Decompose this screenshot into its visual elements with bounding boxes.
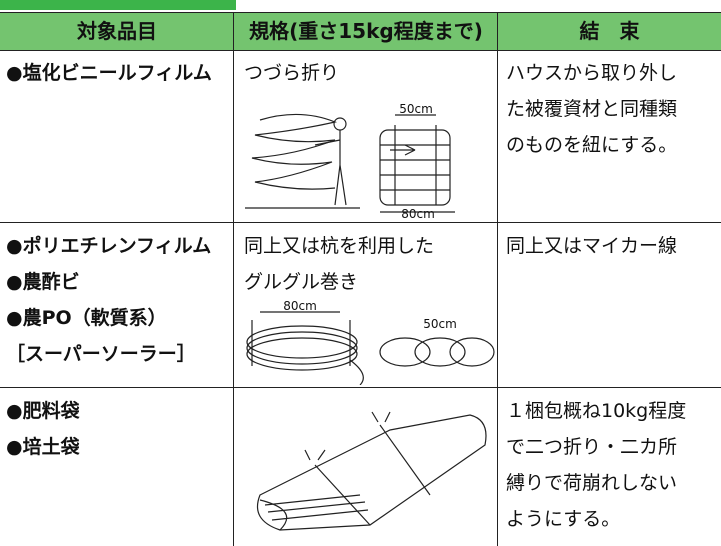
rule — [0, 222, 721, 223]
header-cell: 結 束 — [498, 12, 721, 50]
rule — [497, 12, 498, 546]
binding-line: ハウスから取り外し — [506, 62, 678, 84]
rule — [0, 12, 721, 13]
item: ●ポリエチレンフィルム — [6, 235, 212, 257]
item: ●塩化ビニールフィルム — [6, 62, 212, 84]
item-list: ●ポリエチレンフィルム ●農酢ビ ●農PO（軟質系） ［スーパーソーラー］ — [6, 228, 211, 372]
tab-accent — [0, 0, 236, 10]
binding-line: た被覆資材と同種類 — [506, 98, 678, 120]
header-cell: 対象品目 — [0, 12, 234, 50]
dimension-label: 80cm — [401, 207, 435, 220]
binding-line: 同上又はマイカー線 — [506, 235, 678, 257]
spec: 同上又は杭を利用した グルグル巻き — [244, 228, 434, 300]
item: ●培土袋 — [6, 436, 80, 458]
binding: 同上又はマイカー線 — [506, 228, 677, 264]
rule — [0, 387, 721, 388]
binding-line: １梱包概ね10kg程度 — [506, 400, 687, 422]
dimension-label: 80cm — [283, 300, 317, 313]
item: ●農PO（軟質系） — [6, 307, 167, 329]
item: ●肥料袋 — [6, 400, 80, 422]
spec-line: 同上又は杭を利用した — [244, 235, 435, 257]
rule — [233, 12, 234, 546]
binding-line: 縛りで荷崩れしない — [506, 472, 678, 494]
dimension-label: 50cm — [423, 317, 457, 331]
illustration-fold: 50cm 80cm — [245, 102, 455, 220]
dimension-label: 50cm — [399, 102, 433, 116]
item-list: ●塩化ビニールフィルム — [6, 55, 212, 91]
binding-line: ようにする。 — [506, 508, 621, 530]
spec: つづら折り — [244, 55, 339, 91]
item: ［スーパーソーラー］ — [6, 343, 196, 365]
illustration-roll: 80cm 50cm — [246, 300, 495, 385]
illustration-bag — [256, 411, 487, 531]
item-list: ●肥料袋 ●培土袋 — [6, 393, 80, 465]
binding-line: で二つ折り・二カ所 — [506, 436, 678, 458]
item: ●農酢ビ — [6, 271, 80, 293]
spec-line: グルグル巻き — [244, 271, 359, 293]
header-cell: 規格(重さ15kg程度まで) — [234, 12, 498, 50]
binding-line: のものを紐にする。 — [506, 134, 678, 156]
spec-line: つづら折り — [244, 62, 340, 84]
binding: １梱包概ね10kg程度 で二つ折り・二カ所 縛りで荷崩れしない ようにする。 — [506, 393, 686, 537]
binding: ハウスから取り外し た被覆資材と同種類 のものを紐にする。 — [506, 55, 677, 163]
rule — [0, 50, 721, 51]
